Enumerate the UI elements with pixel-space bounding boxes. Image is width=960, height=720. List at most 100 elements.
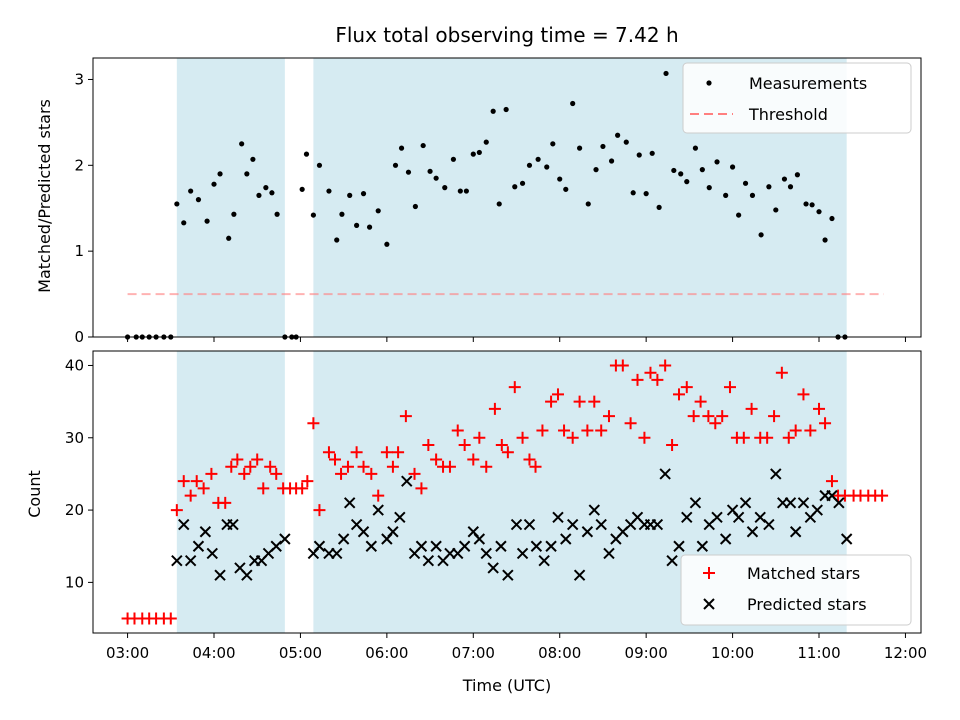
- measurement-point: [699, 167, 705, 173]
- x-tick-label: 07:00: [452, 644, 495, 662]
- measurement-point: [354, 222, 360, 228]
- matched-star-point: [723, 381, 736, 394]
- predicted-star-point: [673, 540, 685, 552]
- matched-star-point: [709, 417, 722, 430]
- matched-star-point: [372, 489, 385, 502]
- matched-star-point: [616, 359, 629, 372]
- x-ticks-top: [127, 337, 906, 342]
- measurement-point: [503, 106, 509, 113]
- x-tick-label: 10:00: [711, 644, 754, 662]
- measurement-point: [269, 190, 275, 196]
- measurement-point: [490, 108, 496, 114]
- measurement-point: [263, 185, 269, 191]
- x-axis-label: Time (UTC): [462, 676, 551, 695]
- matched-star-point: [666, 439, 679, 451]
- legend-label-measurements: Measurements: [749, 74, 867, 93]
- matched-star-point: [184, 489, 197, 502]
- predicted-star-point: [689, 497, 702, 509]
- predicted-star-point: [581, 526, 594, 538]
- measurement-point: [239, 141, 245, 147]
- matched-star-point: [257, 482, 270, 495]
- matched-star-point: [804, 424, 817, 437]
- predicted-star-point: [840, 533, 853, 545]
- y-ticks-bottom: 10 20 30 40: [65, 356, 93, 591]
- predicted-star-point: [811, 504, 823, 516]
- matched-star-point: [775, 366, 788, 379]
- measurement-point: [256, 192, 262, 198]
- matched-star-point: [443, 460, 456, 473]
- y-tick-label: 10: [65, 573, 84, 591]
- matched-star-point: [219, 496, 232, 509]
- matched-star-point: [761, 431, 774, 444]
- measurement-point: [570, 100, 576, 107]
- measurement-point: [816, 209, 822, 215]
- matched-star-point: [789, 424, 802, 437]
- axes-frame-bottom: [92, 350, 922, 634]
- legend-marker-predicted: [703, 598, 715, 610]
- matched-star-point: [588, 395, 601, 408]
- measurement-point: [244, 171, 250, 177]
- measurement-point: [512, 184, 518, 190]
- matched-star-point: [350, 446, 363, 459]
- predicted-star-point: [502, 569, 514, 581]
- matched-star-point: [631, 373, 644, 386]
- matched-star-point: [415, 482, 428, 495]
- predicted-star-point: [566, 518, 579, 531]
- measurement-point: [794, 172, 801, 178]
- measurement-point: [623, 139, 629, 145]
- shaded-interval-1: [176, 58, 285, 337]
- measurement-point: [274, 211, 280, 217]
- matched-star-point: [702, 410, 715, 423]
- predicted-star-point: [552, 511, 564, 524]
- measurement-point: [630, 190, 636, 196]
- y-ticks-top: 0 1 2 3: [74, 70, 93, 346]
- matched-star-point: [694, 395, 707, 408]
- matched-star-point: [467, 453, 480, 466]
- matched-star-point: [819, 417, 832, 430]
- predicted-star-point: [430, 540, 442, 552]
- measurement-point: [803, 201, 809, 207]
- predicted-star-point: [487, 562, 499, 574]
- measurement-point: [433, 175, 439, 181]
- predicted-star-point: [603, 547, 615, 560]
- measurement-point: [636, 152, 642, 158]
- predicted-star-point: [588, 504, 601, 516]
- measurement-point: [714, 159, 720, 165]
- matched-star-point: [573, 395, 586, 408]
- x-tick-label: 12:00: [884, 644, 927, 662]
- predicted-star-point: [545, 540, 557, 552]
- measurement-point: [585, 201, 591, 207]
- measurement-point: [360, 191, 367, 197]
- predicted-star-point: [206, 547, 218, 560]
- predicted-star-point: [659, 468, 671, 480]
- predicted-star-point: [192, 540, 205, 552]
- matched-star-point: [190, 475, 203, 488]
- matched-star-point: [205, 467, 218, 480]
- measurement-point: [334, 237, 340, 243]
- measurement-point: [299, 186, 305, 192]
- predicted-star-point: [789, 526, 802, 538]
- measurement-point: [649, 150, 655, 156]
- predicted-star-point: [331, 547, 343, 560]
- predicted-star-point: [279, 533, 291, 545]
- matched-star-point: [638, 431, 651, 444]
- matched-stars-points: [121, 359, 889, 625]
- matched-star-point: [508, 381, 521, 394]
- measurement-point: [615, 132, 621, 138]
- x-tick-label: 09:00: [625, 644, 668, 662]
- measurement-point: [749, 192, 756, 198]
- axes-frame-top: [92, 57, 922, 338]
- measurement-point: [211, 181, 217, 187]
- measurement-point: [457, 188, 463, 194]
- measurement-point: [736, 212, 742, 218]
- predicted-star-point: [666, 554, 678, 567]
- x-tick-label: 08:00: [538, 644, 581, 662]
- matched-star-point: [797, 388, 810, 401]
- measurement-point: [766, 184, 772, 190]
- x-tick-label: 03:00: [106, 644, 149, 662]
- matched-star-point: [458, 439, 471, 451]
- predicted-star-point: [739, 497, 752, 509]
- measurement-point: [420, 142, 426, 149]
- legend-frame-bottom: [680, 554, 912, 626]
- matched-star-point: [876, 489, 889, 502]
